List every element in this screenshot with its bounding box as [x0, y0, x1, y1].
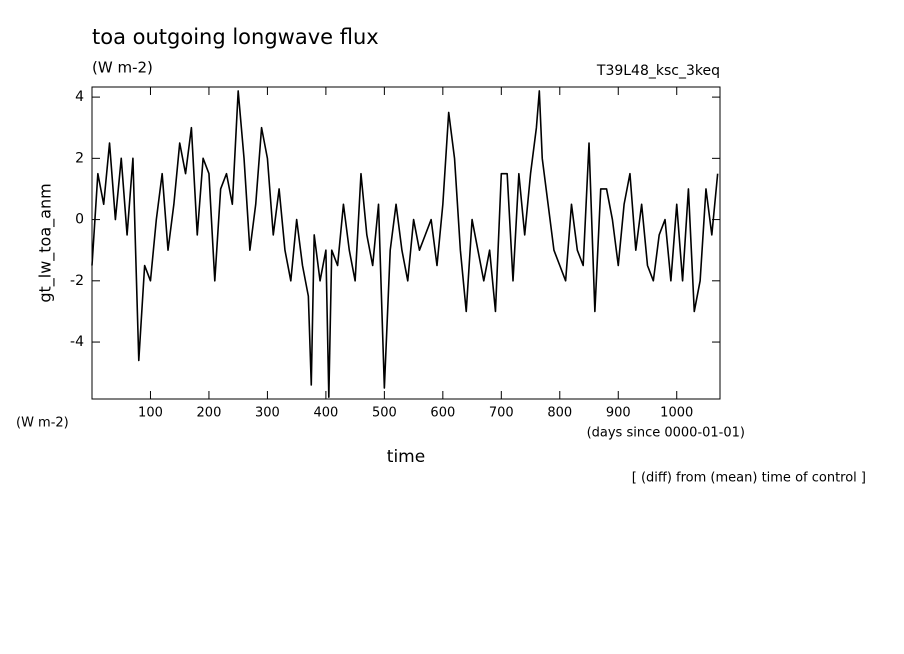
note: [ (diff) from (mean) time of control ]: [632, 471, 866, 486]
y-tick-label: 4: [75, 89, 84, 105]
y-tick-label: 0: [75, 212, 84, 228]
x-tick-label: 100: [138, 406, 163, 421]
y-tick-label: -2: [70, 273, 84, 289]
y-axis-label: gt_lw_toa_anm: [36, 183, 56, 302]
x-axis-label: time: [387, 447, 425, 467]
plot-frame: [91, 86, 721, 400]
data-line: [91, 90, 719, 398]
x-tick-label: 1000: [660, 406, 693, 421]
x-tick-label: 400: [313, 406, 338, 421]
x-tick-label: 700: [489, 406, 514, 421]
x-tick-label: 800: [547, 406, 572, 421]
chart-title: toa outgoing longwave flux: [92, 25, 379, 49]
units: (W m-2): [92, 59, 153, 77]
x-tick-label: 500: [372, 406, 397, 421]
y-units: (W m-2): [16, 416, 69, 431]
y-tick-label: 2: [75, 150, 84, 166]
x-tick-label: 200: [197, 406, 222, 421]
x-tick-label: 600: [430, 406, 455, 421]
run-label: T39L48_ksc_3keq: [596, 63, 720, 79]
x-units: (days since 0000-01-01): [587, 426, 745, 441]
y-tick-label: -4: [70, 334, 84, 350]
x-tick-label: 300: [255, 406, 280, 421]
x-tick-label: 900: [606, 406, 631, 421]
